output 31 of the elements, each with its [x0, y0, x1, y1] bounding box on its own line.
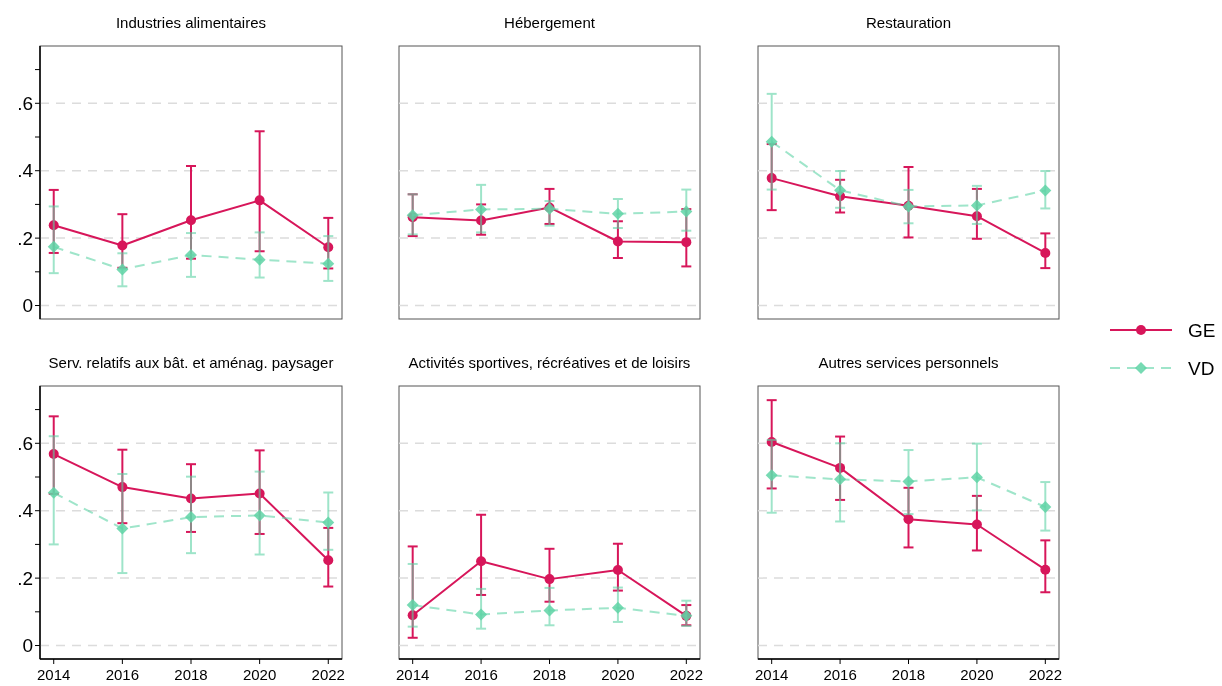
legend-label: GE: [1188, 319, 1216, 341]
x-tick-label: 2016: [105, 666, 140, 683]
chart-title: Serv. relatifs aux bât. et aménag. paysager: [48, 354, 334, 371]
chart-title: Industries alimentaires: [115, 14, 267, 31]
x-tick-label: 2022: [1028, 666, 1063, 683]
y-tick-label: 0: [22, 635, 33, 657]
x-tick-label: 2014: [37, 666, 71, 683]
x-tick-label: 2018: [891, 666, 926, 683]
y-tick-label: .4: [17, 500, 34, 522]
x-tick-label: 2020: [960, 666, 994, 683]
y-tick-label: .6: [17, 92, 33, 114]
legend-label: VD: [1188, 357, 1215, 379]
x-tick-label: 2022: [669, 666, 704, 683]
y-tick-label: .2: [17, 227, 33, 249]
y-tick-label: 0: [22, 295, 33, 317]
x-tick-label: 2016: [464, 666, 498, 683]
x-tick-label: 2022: [311, 666, 345, 683]
x-tick-label: 2018: [532, 666, 567, 683]
y-tick-label: .2: [17, 567, 33, 589]
y-tick-label: .4: [17, 160, 34, 182]
x-tick-label: 2018: [174, 666, 208, 683]
y-tick-label: .6: [17, 432, 33, 454]
chart-title: Restauration: [865, 14, 952, 31]
x-tick-label: 2014: [754, 666, 789, 683]
x-tick-label: 2014: [395, 666, 430, 683]
x-tick-label: 2020: [242, 666, 277, 683]
chart-title: Hébergement: [504, 14, 596, 31]
chart-title: Activités sportives, récréatives et de loisirs: [408, 354, 691, 371]
x-tick-label: 2020: [601, 666, 635, 683]
x-tick-label: 2016: [823, 666, 857, 683]
chart-title: Autres services personnels: [818, 354, 999, 371]
